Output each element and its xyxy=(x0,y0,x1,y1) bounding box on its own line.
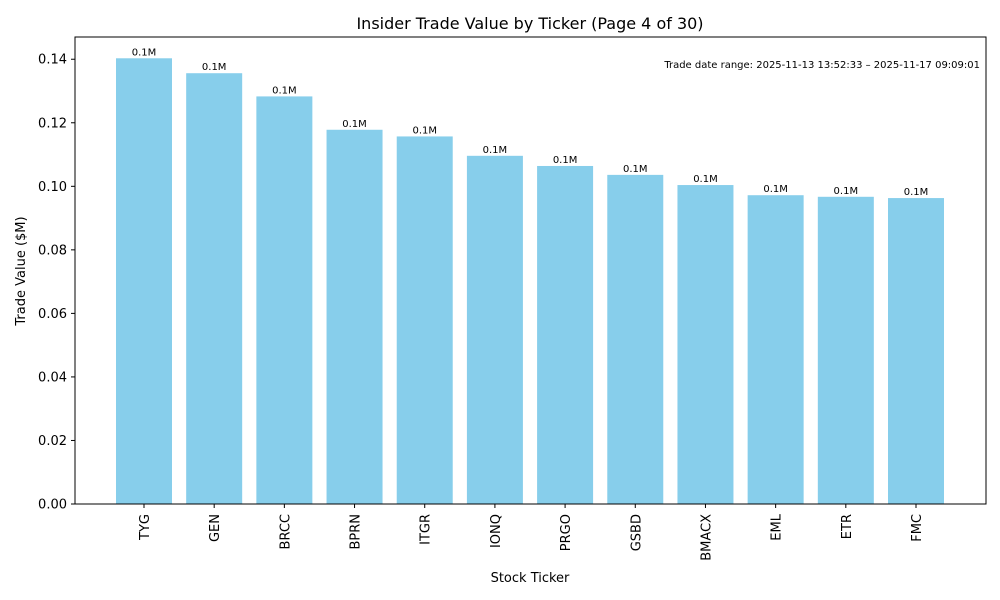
bar-value-label: 0.1M xyxy=(834,186,859,197)
plot-frame xyxy=(74,36,987,505)
x-tick-label: GEN xyxy=(208,514,223,542)
x-tick-label: ETR xyxy=(840,514,855,539)
x-tick-label: TYG xyxy=(138,514,153,541)
bar-itgr xyxy=(396,136,453,505)
y-tick-label: 0.14 xyxy=(38,53,67,68)
x-tick-label: PRGO xyxy=(559,514,574,551)
bar-gsbd xyxy=(607,174,664,504)
x-tick-label: BPRN xyxy=(349,514,364,550)
bar-bprn xyxy=(326,129,383,504)
x-tick-label: GSBD xyxy=(629,514,644,551)
bar-value-label: 0.1M xyxy=(623,164,648,175)
bar-value-label: 0.1M xyxy=(412,125,437,136)
bar-gen xyxy=(186,73,243,505)
bar-value-label: 0.1M xyxy=(553,155,578,166)
y-tick-label: 0.10 xyxy=(38,180,67,195)
bar-value-label: 0.1M xyxy=(904,187,929,198)
bar-eml xyxy=(747,195,804,504)
bar-ionq xyxy=(466,155,523,504)
y-axis-label: Trade Value ($M) xyxy=(14,216,29,326)
x-tick-label: BMACX xyxy=(699,514,714,561)
x-tick-label: ITGR xyxy=(419,514,434,545)
x-tick-label: IONQ xyxy=(489,514,504,548)
x-tick-label: FMC xyxy=(910,514,925,542)
bar-value-label: 0.1M xyxy=(342,119,367,130)
y-tick-label: 0.02 xyxy=(38,434,67,449)
bar-value-label: 0.1M xyxy=(132,47,157,58)
bar-data-labels: 0.1M 0.1M 0.1M 0.1M 0.1M 0.1M 0.1M 0.1M 0.1M 0.1M… xyxy=(132,47,929,198)
chart-title: Insider Trade Value by Ticker (Page 4 of… xyxy=(356,14,703,33)
bar-bmacx xyxy=(677,185,734,504)
y-axis-ticks: 0.00 0.02 0.04 0.06 0.08 0.10 0.12 0.14 xyxy=(38,53,75,513)
x-axis-label: Stock Ticker xyxy=(491,571,570,586)
bar-value-label: 0.1M xyxy=(272,85,297,96)
x-tick-label: EML xyxy=(770,513,785,540)
bars xyxy=(116,58,944,505)
x-tick-label: BRCC xyxy=(278,514,293,549)
bar-prgo xyxy=(537,165,594,504)
bar-value-label: 0.1M xyxy=(202,62,227,73)
bar-tyg xyxy=(116,58,172,504)
bar-etr xyxy=(817,196,874,504)
x-axis-ticks: TYG GEN BRCC BPRN ITGR IONQ PRGO GSBD BMACX EML ET… xyxy=(138,504,925,561)
bar-value-label: 0.1M xyxy=(763,184,788,195)
date-range-annotation: Trade date range: 2025-11-13 13:52:33 – … xyxy=(663,60,980,71)
bar-brcc xyxy=(256,96,313,505)
y-tick-label: 0.08 xyxy=(38,243,67,258)
y-tick-label: 0.06 xyxy=(38,307,67,322)
y-tick-label: 0.04 xyxy=(38,370,67,385)
bar-value-label: 0.1M xyxy=(483,145,508,156)
bar-fmc xyxy=(888,198,944,504)
bar-value-label: 0.1M xyxy=(693,174,718,185)
y-tick-label: 0.12 xyxy=(38,116,67,131)
y-tick-label: 0.00 xyxy=(38,498,67,513)
